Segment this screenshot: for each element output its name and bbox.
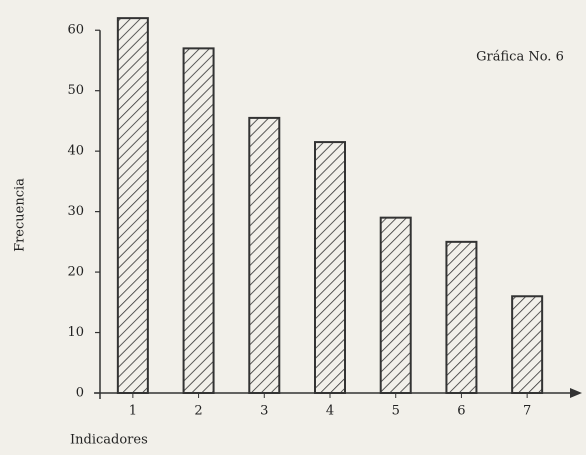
x-tick-label: 1	[129, 404, 137, 419]
y-tick-label: 0	[76, 386, 84, 401]
x-tick-label: 7	[523, 404, 531, 419]
x-axis-arrow	[570, 388, 582, 398]
bar	[379, 216, 412, 394]
x-tick-label: 6	[457, 404, 465, 419]
x-tick-label: 2	[194, 404, 202, 419]
bar	[248, 116, 281, 395]
y-axis-label: Frecuencia	[13, 178, 28, 252]
x-axis-label: Indicadores	[70, 433, 148, 448]
bar	[511, 295, 544, 394]
y-tick-label: 20	[67, 265, 84, 280]
bar	[445, 240, 478, 394]
x-tick-label: 4	[326, 404, 334, 419]
annotation: Gráfica No. 6	[476, 50, 564, 65]
y-tick-label: 30	[67, 204, 84, 219]
x-tick-label: 5	[392, 404, 400, 419]
y-tick-label: 60	[67, 23, 84, 38]
x-tick-label: 3	[260, 404, 268, 419]
y-tick-label: 50	[67, 83, 84, 98]
y-tick-label: 40	[67, 144, 84, 159]
bar	[314, 141, 346, 394]
y-tick-label: 10	[67, 325, 84, 340]
bar	[182, 47, 215, 394]
bar	[116, 17, 149, 395]
